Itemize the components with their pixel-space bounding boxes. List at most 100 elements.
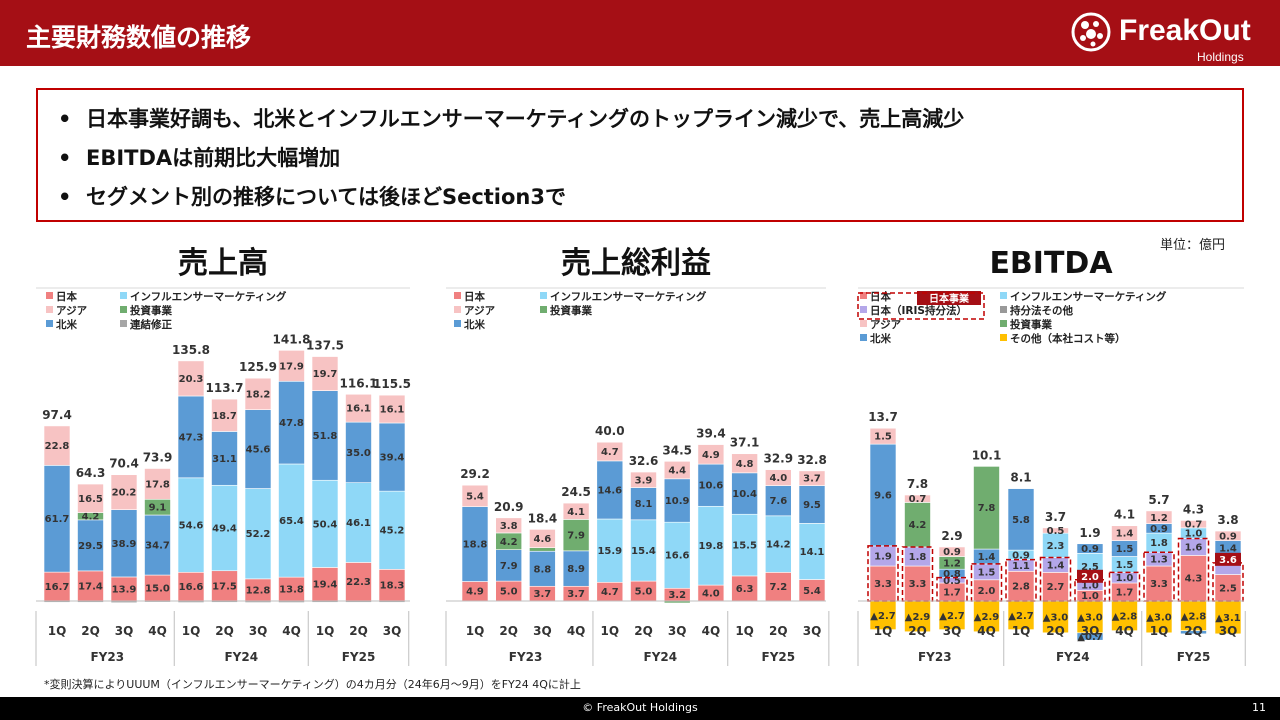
data-label: 4.2	[82, 512, 100, 523]
legend-swatch	[454, 292, 461, 299]
total-label: 64.3	[76, 466, 106, 480]
data-label: 16.1	[380, 405, 405, 416]
category-label: 2Q	[1046, 624, 1065, 638]
data-label: 15.5	[732, 541, 757, 552]
bar-segment	[311, 479, 339, 568]
data-label: 19.4	[313, 580, 338, 591]
data-label: ▲2.7	[939, 611, 964, 622]
data-label: 0.5	[943, 576, 961, 587]
data-label: 47.3	[179, 432, 204, 443]
bar-segment	[596, 460, 624, 520]
total-label: 70.4	[109, 457, 139, 471]
total-label: 40.0	[595, 424, 625, 438]
bar-segment	[1180, 600, 1207, 631]
legend-swatch	[540, 306, 547, 313]
total-label: 135.8	[172, 343, 210, 357]
legend-swatch	[120, 320, 127, 327]
japan-segment-outline	[1005, 558, 1037, 602]
bar-segment	[77, 483, 104, 513]
data-label: 14.6	[597, 485, 622, 496]
data-label: 1.1	[1012, 561, 1030, 572]
legend-swatch	[860, 320, 867, 327]
bar-segment	[798, 485, 826, 524]
data-label: ▲2.8	[1112, 611, 1137, 622]
data-label: 0.9	[1219, 531, 1237, 542]
fiscal-year-label: FY24	[1056, 650, 1090, 664]
chart-title: EBITDA	[989, 246, 1113, 281]
legend-label: 日本	[56, 290, 77, 303]
bar-segment	[904, 600, 931, 633]
data-label: 2.5	[1219, 583, 1237, 594]
data-label: 34.7	[145, 541, 170, 552]
fiscal-year-label: FY23	[90, 650, 124, 664]
data-label: 14.2	[766, 540, 791, 551]
bar-segment	[1111, 525, 1138, 541]
footer-bar: © FreakOut Holdings 11	[0, 697, 1280, 720]
data-label: 15.0	[145, 584, 170, 595]
total-label: 113.7	[206, 381, 244, 395]
page-title: 主要財務数値の推移	[26, 23, 252, 52]
legend-label: 北米	[464, 318, 485, 331]
bar-segment	[211, 484, 238, 572]
data-label: 3.7	[567, 589, 585, 600]
bar-segment	[869, 600, 897, 630]
bar-segment	[1007, 488, 1035, 551]
category-label: 1Q	[601, 624, 620, 638]
footnote: *変則決算によりUUUM（インフルエンサーマーケティング）の4カ月分（24年6月…	[44, 678, 581, 691]
summary-bullet: • セグメント別の推移については後ほどSection3で	[58, 185, 566, 209]
bar-segment	[731, 453, 758, 474]
data-label: 35.0	[346, 448, 371, 459]
category-label: 4Q	[148, 624, 167, 638]
data-label: 15.9	[597, 546, 622, 557]
data-label: 20.2	[112, 488, 137, 499]
data-label: 7.9	[567, 531, 585, 542]
data-label: 1.4	[978, 552, 996, 563]
data-label: 5.8	[1012, 515, 1030, 526]
legend-swatch	[120, 292, 127, 299]
bar-segment	[938, 600, 966, 630]
bar-segment	[345, 482, 372, 563]
bar-segment	[43, 571, 71, 602]
data-label: 45.2	[380, 526, 405, 537]
bar-segment	[764, 515, 792, 573]
legend-swatch	[540, 292, 547, 299]
logo-name: FreakOut	[1119, 14, 1251, 47]
bar-segment	[630, 487, 657, 521]
legend-swatch	[860, 334, 867, 341]
bar-segment	[764, 572, 792, 602]
category-label: 4Q	[282, 624, 301, 638]
data-label: 13.9	[112, 584, 137, 595]
data-label: 0.9	[1081, 544, 1099, 555]
bar-segment	[311, 390, 339, 481]
bar-segment	[938, 546, 966, 557]
bar-segment	[177, 395, 205, 479]
data-label: 3.3	[874, 579, 892, 590]
total-label: 29.2	[460, 467, 490, 481]
data-label: ▲2.9	[974, 612, 999, 623]
data-label: 1.0	[1081, 581, 1099, 592]
category-label: 3Q	[668, 624, 687, 638]
data-label: 3.8	[500, 521, 518, 532]
legend-swatch	[860, 292, 867, 299]
total-label: 73.9	[143, 450, 173, 464]
unit-label: 単位：億円	[1160, 238, 1226, 253]
data-label: 0.7	[1185, 520, 1203, 531]
fiscal-year-label: FY23	[509, 650, 543, 664]
data-label: 54.6	[179, 521, 204, 532]
total-label: 97.4	[42, 408, 72, 422]
category-label: 2Q	[499, 624, 518, 638]
legend-swatch	[1000, 292, 1007, 299]
freakout-logo-icon	[1071, 12, 1111, 52]
legend-label: 連結修正	[130, 318, 172, 331]
legend-label: 日本	[870, 290, 891, 303]
data-label: 8.8	[534, 564, 552, 575]
total-label: 137.5	[306, 339, 344, 353]
page-number: 11	[1252, 701, 1266, 714]
bar-segment	[345, 393, 372, 423]
category-label: 2Q	[81, 624, 100, 638]
bar-segment	[311, 356, 339, 391]
bar-segment	[904, 565, 931, 602]
total-label: 34.5	[662, 443, 692, 457]
bar-segment	[461, 506, 489, 582]
